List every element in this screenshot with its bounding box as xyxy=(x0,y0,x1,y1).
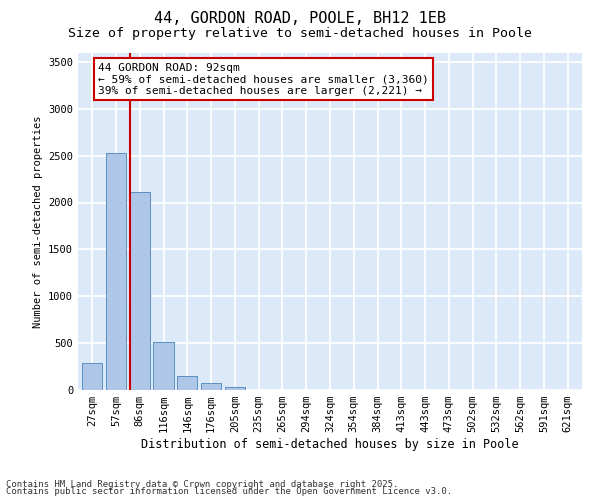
Bar xyxy=(106,153,126,390)
Text: Contains public sector information licensed under the Open Government Licence v3: Contains public sector information licen… xyxy=(6,487,452,496)
Bar xyxy=(201,383,221,390)
Text: 44 GORDON ROAD: 92sqm
← 59% of semi-detached houses are smaller (3,360)
39% of s: 44 GORDON ROAD: 92sqm ← 59% of semi-deta… xyxy=(98,62,429,96)
Bar xyxy=(225,387,245,390)
Bar xyxy=(82,363,103,390)
X-axis label: Distribution of semi-detached houses by size in Poole: Distribution of semi-detached houses by … xyxy=(141,438,519,451)
Bar xyxy=(154,342,173,390)
Text: 44, GORDON ROAD, POOLE, BH12 1EB: 44, GORDON ROAD, POOLE, BH12 1EB xyxy=(154,11,446,26)
Bar xyxy=(130,192,150,390)
Bar xyxy=(177,376,197,390)
Y-axis label: Number of semi-detached properties: Number of semi-detached properties xyxy=(32,115,43,328)
Text: Contains HM Land Registry data © Crown copyright and database right 2025.: Contains HM Land Registry data © Crown c… xyxy=(6,480,398,489)
Text: Size of property relative to semi-detached houses in Poole: Size of property relative to semi-detach… xyxy=(68,28,532,40)
